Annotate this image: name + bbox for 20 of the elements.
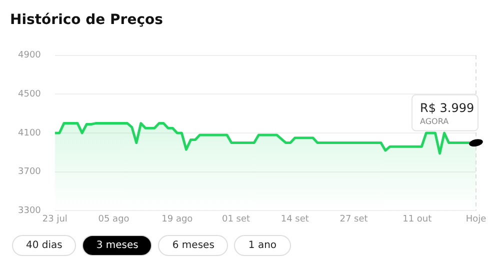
text: 6 meses — [158, 235, 228, 256]
y-tick-label: 3300 — [18, 206, 42, 216]
x-tick-label: 11 out — [402, 214, 432, 224]
chart-title: Histórico de Preços — [10, 12, 163, 28]
x-tick-label: Hoje — [466, 214, 487, 224]
y-tick-label: 4900 — [18, 50, 42, 61]
text: 40 dias — [12, 235, 76, 256]
annotation: AGORA — [420, 116, 450, 126]
text: 1 ano — [234, 235, 291, 256]
y-tick-label: 3700 — [18, 167, 42, 178]
x-tick-label: 23 jul — [42, 214, 68, 224]
x-tick-label: 05 ago — [98, 214, 130, 224]
x-tick-label: 01 set — [222, 214, 251, 224]
annotation: R$ 3.999 — [420, 100, 474, 115]
x-tick-label: 19 ago — [162, 214, 194, 224]
y-tick-label: 4100 — [18, 128, 42, 138]
text: 3 meses — [82, 235, 152, 256]
y-tick-label: 4500 — [18, 90, 42, 100]
x-tick-label: 27 set — [340, 214, 368, 224]
x-tick-label: 14 set — [280, 214, 310, 224]
